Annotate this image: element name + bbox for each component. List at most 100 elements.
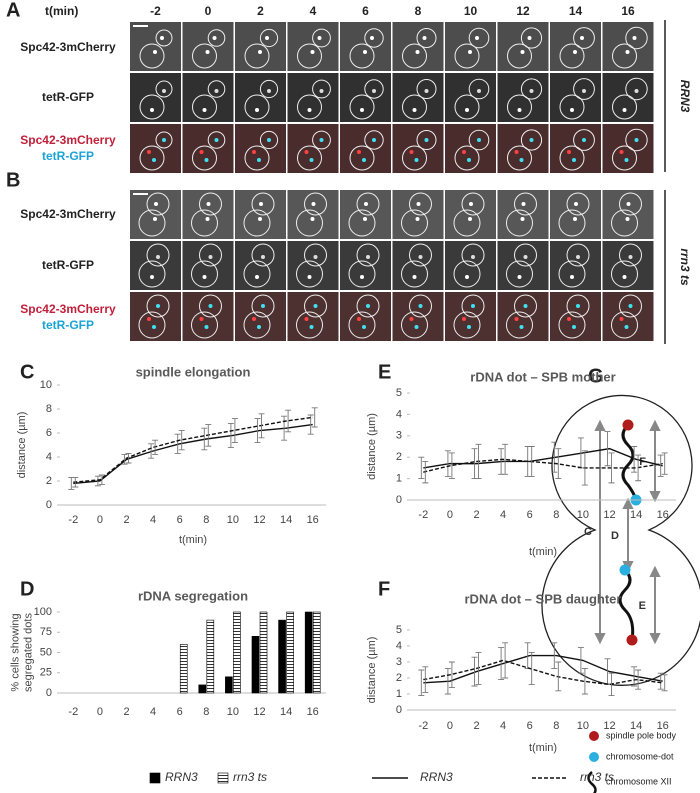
- micrograph: [392, 22, 444, 71]
- error-bar: [94, 475, 101, 487]
- signal: [362, 325, 366, 329]
- x-axis-label: t(min): [529, 546, 557, 558]
- micrograph: [392, 124, 444, 173]
- signal: [150, 108, 154, 112]
- signal: [307, 108, 312, 112]
- cell-outline: [304, 192, 327, 216]
- time-label: 8: [415, 4, 422, 18]
- signal: [634, 138, 639, 142]
- cell-outline: [506, 260, 533, 288]
- chart-title: rDNA dot – SPB daughter: [465, 591, 622, 606]
- error-bar: [285, 409, 292, 433]
- x-axis-label: t(min): [529, 742, 557, 754]
- x-tick-label: 2: [473, 509, 479, 521]
- signal: [257, 325, 261, 329]
- row-label: Spc42-3mCherry: [20, 133, 116, 147]
- panel-label: B: [6, 169, 20, 191]
- cell-outline: [559, 145, 585, 171]
- strain-label: rrn3 ts: [678, 248, 692, 286]
- signal: [150, 275, 154, 279]
- y-tick-label: 25: [40, 667, 52, 679]
- time-label: 0: [205, 4, 212, 18]
- error-bar: [475, 651, 482, 685]
- x-tick-label: 12: [603, 509, 615, 521]
- signal: [307, 275, 312, 279]
- error-bar: [608, 672, 615, 697]
- cell-outline: [146, 294, 170, 318]
- error-bar: [254, 418, 261, 444]
- chart-title: rDNA dot – SPB mother: [470, 369, 615, 384]
- signal: [523, 255, 528, 259]
- micrograph: [340, 22, 391, 71]
- signal: [514, 317, 519, 321]
- x-tick-label: -2: [68, 706, 78, 718]
- error-bar: [307, 414, 314, 435]
- signal: [475, 36, 479, 40]
- micrograph: [130, 22, 181, 71]
- error-bar: [528, 651, 535, 685]
- signal: [418, 304, 423, 308]
- signal: [154, 202, 158, 206]
- row-label: tetR-GFP: [42, 258, 94, 272]
- arrow-label: C: [584, 526, 592, 538]
- cell-outline: [558, 260, 586, 288]
- x-tick-label: 2: [123, 706, 129, 718]
- line: [73, 423, 313, 485]
- error-bar: [581, 450, 588, 486]
- signal: [360, 108, 364, 112]
- signal: [362, 158, 366, 162]
- micrograph: [340, 124, 391, 173]
- signal: [572, 158, 576, 162]
- cell-outline: [146, 192, 170, 216]
- error-bar: [178, 430, 185, 451]
- signal: [624, 158, 629, 162]
- signal: [255, 275, 259, 279]
- signal: [567, 317, 571, 321]
- strain-label: RRN3: [678, 80, 692, 113]
- x-tick-label: 16: [657, 509, 669, 521]
- error-bar: [444, 667, 451, 695]
- cell-outline: [402, 94, 427, 120]
- signal: [259, 202, 263, 206]
- signal: [204, 325, 209, 329]
- legend-label: chromosome-dot: [606, 751, 674, 761]
- x-tick-label: 6: [177, 514, 183, 526]
- signal: [319, 138, 324, 142]
- cell-outline: [251, 243, 275, 267]
- micrograph: [550, 22, 601, 71]
- y-tick-label: 50: [40, 646, 52, 658]
- cell-outline: [625, 26, 648, 50]
- signal: [422, 36, 427, 40]
- row-label: tetR-GFP: [42, 318, 94, 332]
- signal: [527, 36, 532, 40]
- signal: [267, 89, 271, 93]
- signal: [409, 150, 414, 154]
- cell-outline: [611, 260, 638, 288]
- signal: [626, 202, 631, 206]
- x-tick-label: -2: [418, 720, 428, 732]
- x-tick-label: 8: [553, 509, 559, 521]
- cell-outline: [514, 294, 537, 318]
- cell-outline: [296, 260, 323, 288]
- cell-outline: [625, 128, 648, 152]
- legend-label: chromosome XII: [606, 776, 672, 786]
- row-label: Spc42-3mCherry: [20, 207, 116, 221]
- signal: [208, 255, 213, 259]
- cell-outline: [401, 260, 428, 288]
- cell-outline: [199, 192, 222, 216]
- micrograph: [182, 124, 234, 173]
- error-bar: [448, 661, 455, 689]
- signal: [366, 255, 370, 259]
- signal: [468, 50, 472, 54]
- signal: [462, 150, 466, 154]
- cell-outline: [573, 27, 595, 49]
- signal: [519, 158, 524, 162]
- cell-outline: [251, 192, 275, 216]
- cell-outline: [566, 294, 590, 318]
- cell-outline: [468, 78, 490, 100]
- error-bar: [311, 407, 318, 428]
- signal: [418, 255, 423, 259]
- y-tick-label: 5: [396, 387, 402, 399]
- signal: [364, 202, 368, 206]
- bar: [278, 619, 286, 694]
